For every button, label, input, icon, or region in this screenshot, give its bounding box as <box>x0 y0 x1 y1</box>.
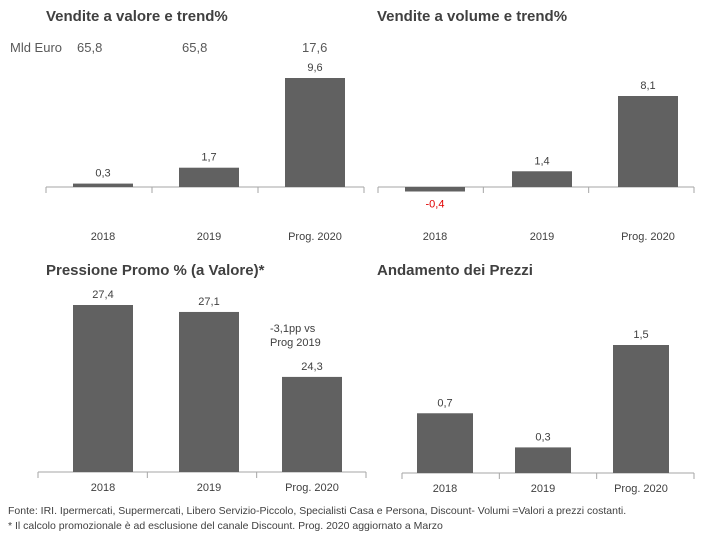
bar-2018 <box>405 187 465 192</box>
footer-source: Fonte: IRI. Ipermercati, Supermercati, L… <box>8 505 627 517</box>
category-label: 2018 <box>433 483 457 495</box>
data-label: -0,4 <box>426 198 445 210</box>
category-label: 2019 <box>197 482 221 494</box>
bar-prog-2020 <box>285 78 345 187</box>
data-label: 27,4 <box>92 289 113 301</box>
mld-value-prog-2020: 17,6 <box>302 40 328 55</box>
mld-value-2018: 65,8 <box>77 40 103 55</box>
footer-note: * Il calcolo promozionale è ad esclusion… <box>8 520 443 532</box>
category-label: 2018 <box>423 231 447 243</box>
chart-title-vendite-valore: Vendite a valore e trend% <box>46 8 228 25</box>
chart-title-pressione-promo: Pressione Promo % (a Valore)* <box>46 262 265 279</box>
data-label: 0,7 <box>437 397 452 409</box>
chart-title-andamento-prezzi: Andamento dei Prezzi <box>377 262 533 279</box>
category-label: Prog. 2020 <box>285 482 339 494</box>
category-label: 2018 <box>91 482 115 494</box>
category-label: 2019 <box>530 231 554 243</box>
category-label: 2019 <box>531 483 555 495</box>
data-label: 1,4 <box>534 155 549 167</box>
bar-prog-2020 <box>282 376 342 472</box>
bar-2019 <box>179 167 239 187</box>
bar-2019 <box>512 171 572 187</box>
data-label: 8,1 <box>640 80 655 92</box>
data-label: 27,1 <box>198 296 219 308</box>
data-label: 24,3 <box>301 361 322 373</box>
promo-delta-note: -3,1pp vs Prog 2019 <box>270 323 321 349</box>
category-label: 2018 <box>91 231 115 243</box>
bar-prog-2020 <box>618 96 678 187</box>
bar-2018 <box>73 183 133 187</box>
bar-2018 <box>417 413 473 473</box>
data-label: 0,3 <box>535 431 550 443</box>
data-label: 1,5 <box>633 329 648 341</box>
mld-euro-label: Mld Euro <box>10 40 63 55</box>
bar-2019 <box>515 447 571 473</box>
chart-title-vendite-volume: Vendite a volume e trend% <box>377 8 568 25</box>
data-label: 0,3 <box>95 168 110 180</box>
data-label: 1,7 <box>201 152 216 164</box>
category-label: 2019 <box>197 231 221 243</box>
data-label: 9,6 <box>307 62 322 74</box>
category-label: Prog. 2020 <box>621 231 675 243</box>
mld-value-2019: 65,8 <box>182 40 208 55</box>
bar-prog-2020 <box>613 345 669 473</box>
category-label: Prog. 2020 <box>614 483 668 495</box>
bar-2018 <box>73 305 133 472</box>
bar-2019 <box>179 311 239 472</box>
category-label: Prog. 2020 <box>288 231 342 243</box>
